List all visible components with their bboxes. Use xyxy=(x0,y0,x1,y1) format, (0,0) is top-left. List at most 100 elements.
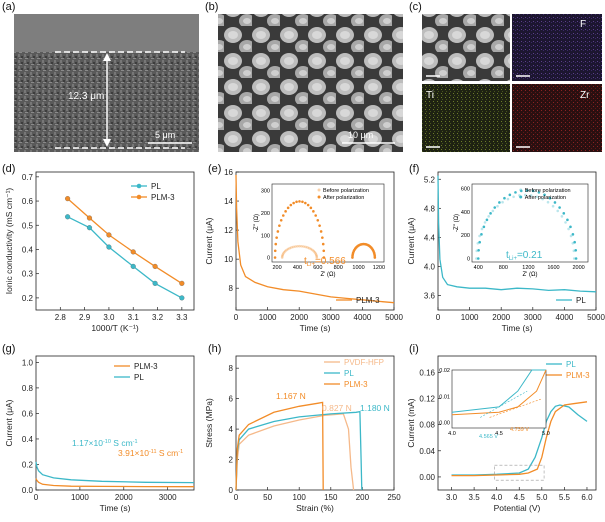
inset-y-tick-label: 300 xyxy=(261,189,270,195)
ann-g-plm3: 3.91×10 xyxy=(118,448,149,458)
inset-point xyxy=(562,212,566,215)
x-tick-label: 2000 xyxy=(290,313,308,322)
data-point xyxy=(86,225,93,231)
series-line-PL xyxy=(451,404,588,476)
inset-point xyxy=(292,245,295,249)
x-tick-label: 5.5 xyxy=(559,493,571,502)
x-axis-label: Time (s) xyxy=(100,503,131,513)
inset-x-tick-label: 400 xyxy=(474,265,483,271)
ann-h-pvdf: 0.827 N xyxy=(322,403,352,413)
inset-point xyxy=(312,249,316,253)
panel-g-annotations: 1.17×10-10 S cm-1 3.91×10-11 S cm-1 xyxy=(72,438,183,458)
inset-point xyxy=(278,224,281,227)
panel-h-letter: (h) xyxy=(208,343,221,355)
inset-point xyxy=(273,256,277,259)
y-tick-label: 4.0 xyxy=(424,262,436,271)
x-tick-label: 4000 xyxy=(354,313,372,322)
svg-text:tLi+=0.21: tLi+=0.21 xyxy=(506,250,543,262)
panel-b-letter: (b) xyxy=(205,1,218,13)
inset-point xyxy=(574,257,578,260)
inset-point xyxy=(283,249,287,253)
inset-point xyxy=(512,195,515,199)
data-point xyxy=(152,280,158,286)
inset-frame xyxy=(451,369,547,429)
inset-point xyxy=(314,214,317,217)
inset-y-tick-label: 0.01 xyxy=(439,394,450,400)
inset-x-tick-label: 1600 xyxy=(547,265,559,271)
legend-label: PL xyxy=(134,373,144,382)
inset-point xyxy=(489,212,492,215)
inset-legend-marker xyxy=(317,188,321,192)
x-axis-label: Potential (V) xyxy=(494,503,541,513)
legend-label: PLM-3 xyxy=(344,380,368,389)
x-tick-label: 3000 xyxy=(524,313,542,322)
series-line-PLM-3 xyxy=(35,478,195,488)
y-axis-label: Current (μA) xyxy=(204,217,214,264)
inset-point xyxy=(548,196,552,200)
chart-electronic-current: 0 1000 2000 3000 0.0 0.2 0.4 0.6 0.8 1.0 Time (s) C… xyxy=(4,355,195,513)
x-tick-label: 5000 xyxy=(587,313,605,322)
y-tick-label: 0.3 xyxy=(22,270,34,279)
inset-x-tick-label: 1000 xyxy=(352,265,364,271)
inset-y-tick-label: 200 xyxy=(261,211,270,217)
edx-map-ti xyxy=(422,84,510,152)
x-axis-label: Time (s) xyxy=(502,323,533,333)
inset-point xyxy=(281,254,284,258)
inset-point xyxy=(284,210,287,213)
inset-point xyxy=(281,253,284,257)
legend-label: PL xyxy=(151,182,161,191)
data-point xyxy=(86,215,93,221)
ann-h-pl: 1.180 N xyxy=(360,403,390,413)
y-axis-label: Ionic conductivity (mS cm⁻¹) xyxy=(4,188,14,295)
inset-point xyxy=(506,197,510,201)
inset-point xyxy=(476,241,480,245)
inset-legend-marker xyxy=(317,195,321,199)
plot-frame xyxy=(437,171,597,311)
y-tick-label: 8 xyxy=(229,364,234,373)
inset-point xyxy=(302,245,305,248)
y-tick-label: 12 xyxy=(224,226,233,235)
y-axis-label: Stress (MPa) xyxy=(204,398,214,448)
inset-frame xyxy=(471,183,589,263)
y-tick-label: 1.0 xyxy=(22,358,34,367)
inset-point xyxy=(529,194,533,197)
panel-g-letter: (g) xyxy=(2,343,15,355)
y-tick-label: 0.16 xyxy=(419,368,435,377)
inset-point xyxy=(300,244,303,248)
inset-point xyxy=(289,203,293,207)
ann-h-plm3: 1.167 N xyxy=(276,391,306,401)
panel-e-letter: (e) xyxy=(208,163,221,175)
y-tick-label: 4.8 xyxy=(424,204,436,213)
tli-e-t: t xyxy=(304,256,307,267)
y-tick-label: 4.4 xyxy=(424,233,436,242)
inset-point xyxy=(573,240,576,244)
inset-point xyxy=(475,257,478,260)
tli-f-val: =0.21 xyxy=(517,250,543,261)
plot-frame xyxy=(35,355,195,491)
panel-h-annotations: 1.167 N 0.827 N 1.180 N xyxy=(276,391,390,413)
x-tick-label: 3.5 xyxy=(469,493,481,502)
tangent-pl xyxy=(480,390,528,418)
x-axis-label: Strain (%) xyxy=(296,503,334,513)
inset-point xyxy=(553,201,557,204)
inset-y-tick-label: 400 xyxy=(461,210,470,216)
inset-point xyxy=(309,247,313,251)
legend-label: PL xyxy=(344,369,354,378)
inset-point xyxy=(574,248,578,252)
inset-point xyxy=(525,189,529,192)
inset-y-tick-label: 600 xyxy=(461,187,470,193)
x-tick-label: 4000 xyxy=(556,313,574,322)
inset-point xyxy=(315,254,318,258)
x-tick-label: 200 xyxy=(356,493,370,502)
inset-point xyxy=(571,233,575,236)
inset-point xyxy=(477,248,480,252)
inset-point xyxy=(566,218,569,222)
y-tick-label: 10 xyxy=(224,255,233,264)
inset-x-tick-label: 1200 xyxy=(373,265,385,271)
data-point xyxy=(152,263,158,269)
inset-legend-marker xyxy=(519,195,523,199)
inset-point xyxy=(294,245,297,248)
inset-frame xyxy=(271,183,385,263)
inset-point xyxy=(560,215,564,218)
data-point xyxy=(65,214,71,220)
